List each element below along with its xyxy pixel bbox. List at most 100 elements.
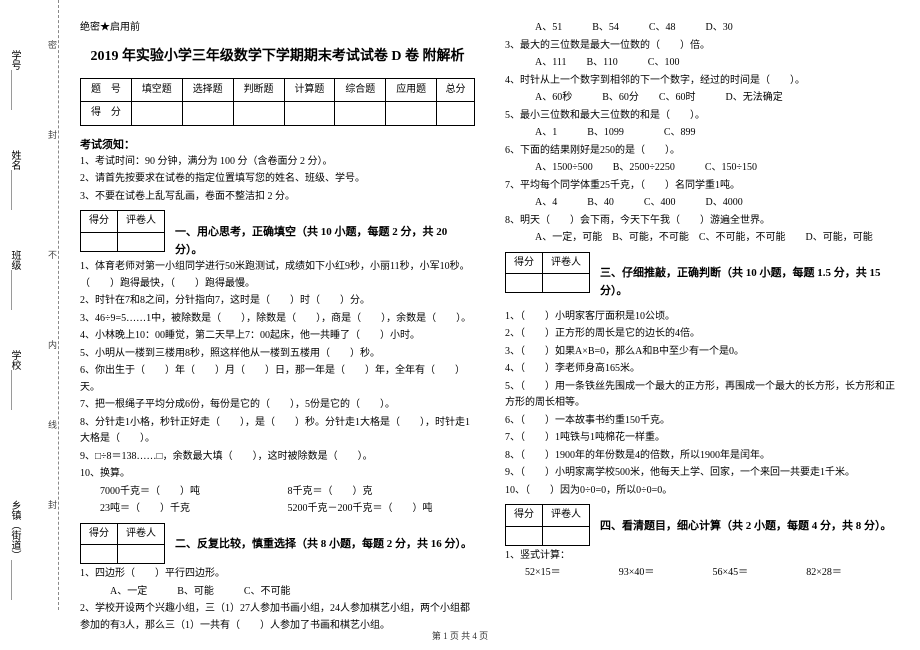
binding-column: 学号＿＿＿＿姓名＿＿＿＿班级＿＿＿＿学校＿＿＿＿乡镇（街道）＿＿＿＿密封不内线封 [0, 0, 70, 610]
choice-2-opts: A、51 B、54 C、48 D、30 [505, 20, 900, 37]
score-h7: 总分 [437, 78, 475, 102]
binding-mark: 线 [46, 420, 59, 429]
page-title: 2019 年实验小学三年级数学下学期期末考试试卷 D 卷 附解析 [80, 45, 475, 68]
section-3-title: 三、仔细推敲，正确判断（共 10 小题，每题 1.5 分，共 15 分）。 [600, 264, 900, 300]
judge-4: 4、（ ）李老师身高165米。 [505, 361, 900, 378]
judge-9: 9、（ ）小明家离学校500米，他每天上学、回家，一个来回一共要走1千米。 [505, 465, 900, 482]
fill-10-r0c0: 7000千克＝（ ）吨 [100, 484, 288, 501]
notice-3: 3、不要在试卷上乱写乱画，卷面不整洁扣 2 分。 [80, 189, 475, 206]
judge-1: 1、（ ）小明家客厅面积是10公顷。 [505, 309, 900, 326]
choice-3-opts: A、111 B、110 C、100 [505, 55, 900, 72]
score-header-row: 题 号 填空题 选择题 判断题 计算题 综合题 应用题 总分 [81, 78, 475, 102]
fill-5: 5、小明从一楼到三楼用8秒，照这样他从一楼到五楼用（ ）秒。 [80, 346, 475, 363]
score-h6: 应用题 [386, 78, 437, 102]
choice-4-opts: A、60秒 B、60分 C、60时 D、无法确定 [505, 90, 900, 107]
mini3-b2 [543, 274, 590, 293]
choice-1-opts: A、一定 B、可能 C、不可能 [80, 584, 475, 601]
choice-7-opts: A、4 B、40 C、400 D、4000 [505, 195, 900, 212]
notice-header: 考试须知： [80, 136, 475, 154]
score-v5 [335, 102, 386, 126]
binding-label: 学号＿＿＿＿ [8, 50, 20, 110]
binding-mark: 不 [46, 250, 59, 259]
mini4-c1: 得分 [506, 505, 543, 527]
mini1-b2 [118, 232, 165, 251]
mini3-b1 [506, 274, 543, 293]
fill-7: 7、把一根绳子平均分成6份，每份是它的（ ），5份是它的（ ）。 [80, 397, 475, 414]
right-column: A、51 B、54 C、48 D、30 3、最大的三位数是最大一位数的（ ）倍。… [505, 20, 900, 635]
mini1-b1 [81, 232, 118, 251]
choice-6-opts: A、1500÷500 B、2500÷2250 C、150÷150 [505, 160, 900, 177]
mini1-c1: 得分 [81, 211, 118, 233]
choice-6-q: 6、下面的结果刚好是250的是（ ）。 [505, 143, 900, 160]
mini2-b2 [118, 545, 165, 564]
mini3-c1: 得分 [506, 252, 543, 274]
mini4-c2: 评卷人 [543, 505, 590, 527]
mini2-c1: 得分 [81, 523, 118, 545]
calc-4: 82×28＝ [806, 565, 900, 582]
fill-10-r1c0: 23吨＝（ ）千克 [100, 501, 288, 518]
choice-1-q: 1、四边形（ ）平行四边形。 [80, 566, 475, 583]
score-h5: 综合题 [335, 78, 386, 102]
fill-6: 6、你出生于（ ）年（ ）月（ ）日，那一年是（ ）年，全年有（ ）天。 [80, 363, 475, 396]
score-v3 [233, 102, 284, 126]
binding-dashed-line [58, 0, 59, 610]
fill-2: 2、时针在7和8之间，分针指向7，这时是（ ）时（ ）分。 [80, 293, 475, 310]
judge-5: 5、（ ）用一条铁丝先围成一个最大的正方形，再围成一个最大的长方形，长方形和正方… [505, 379, 900, 412]
mini3-c2: 评卷人 [543, 252, 590, 274]
mini1-c2: 评卷人 [118, 211, 165, 233]
binding-label: 学校＿＿＿＿ [8, 350, 20, 410]
score-h1: 填空题 [131, 78, 182, 102]
choice-8-opts: A、一定，可能 B、可能，不可能 C、不可能，不可能 D、可能，可能 [505, 230, 900, 247]
mini4-b2 [543, 526, 590, 545]
score-row-label: 得 分 [81, 102, 132, 126]
binding-label: 班级＿＿＿＿ [8, 250, 20, 310]
section-4-title: 四、看清题目，细心计算（共 2 小题，每题 4 分，共 8 分）。 [600, 517, 892, 535]
notice-1: 1、考试时间：90 分钟，满分为 100 分（含卷面分 2 分）。 [80, 154, 475, 171]
left-column: 绝密★启用前 2019 年实验小学三年级数学下学期期末考试试卷 D 卷 附解析 … [80, 20, 475, 635]
binding-mark: 内 [46, 340, 59, 349]
judge-3: 3、（ ）如果A×B=0，那么A和B中至少有一个是0。 [505, 344, 900, 361]
fill-10-r0c1: 8千克＝（ ）克 [288, 484, 476, 501]
fill-9: 9、□÷8＝138……□，余数最大填（ ），这时被除数是（ ）。 [80, 449, 475, 466]
secret-label: 绝密★启用前 [80, 20, 475, 37]
calc-header: 1、竖式计算： [505, 548, 900, 565]
mini2-b1 [81, 545, 118, 564]
fill-8: 8、分针走1小格，秒针正好走（ ），是（ ）秒。分针走1大格是（ ），时针走1大… [80, 415, 475, 448]
choice-7-q: 7、平均每个同学体重25千克，（ ）名同学重1吨。 [505, 178, 900, 195]
mini-table-2: 得分评卷人 [80, 523, 165, 565]
binding-mark: 密 [46, 40, 59, 49]
fill-3: 3、46÷9=5……1中，被除数是（ ），除数是（ ），商是（ ），余数是（ ）… [80, 311, 475, 328]
mini-table-4: 得分评卷人 [505, 504, 590, 546]
calc-2: 93×40＝ [619, 565, 713, 582]
fill-4: 4、小林晚上10：00睡觉，第二天早上7：00起床，他一共睡了（ ）小时。 [80, 328, 475, 345]
score-h4: 计算题 [284, 78, 335, 102]
page-content: 绝密★启用前 2019 年实验小学三年级数学下学期期末考试试卷 D 卷 附解析 … [80, 20, 900, 635]
mini4-b1 [506, 526, 543, 545]
choice-4-q: 4、时针从上一个数字到相邻的下一个数字，经过的时间是（ ）。 [505, 73, 900, 90]
score-h2: 选择题 [182, 78, 233, 102]
judge-6: 6、（ ）一本故事书约重150千克。 [505, 413, 900, 430]
mini-table-3: 得分评卷人 [505, 252, 590, 294]
mini2-c2: 评卷人 [118, 523, 165, 545]
score-v1 [131, 102, 182, 126]
score-v7 [437, 102, 475, 126]
choice-8-q: 8、明天（ ）会下雨，今天下午我（ ）游遍全世界。 [505, 213, 900, 230]
score-h3: 判断题 [233, 78, 284, 102]
binding-label: 姓名＿＿＿＿ [8, 150, 20, 210]
score-v6 [386, 102, 437, 126]
notice-2: 2、请首先按要求在试卷的指定位置填写您的姓名、班级、学号。 [80, 171, 475, 188]
score-value-row: 得 分 [81, 102, 475, 126]
judge-2: 2、（ ）正方形的周长是它的边长的4倍。 [505, 326, 900, 343]
score-v4 [284, 102, 335, 126]
binding-mark: 封 [46, 500, 59, 509]
binding-label: 乡镇（街道）＿＿＿＿ [8, 500, 20, 600]
judge-7: 7、（ ）1吨铁与1吨棉花一样重。 [505, 430, 900, 447]
mini-table-1: 得分评卷人 [80, 210, 165, 252]
calc-1: 52×15＝ [525, 565, 619, 582]
choice-5-q: 5、最小三位数和最大三位数的和是（ ）。 [505, 108, 900, 125]
fill-10-r1c1: 5200千克－200千克＝（ ）吨 [288, 501, 476, 518]
binding-mark: 封 [46, 130, 59, 139]
fill-1: 1、体育老师对第一小组同学进行50米跑测试，成绩如下小红9秒，小丽11秒，小军1… [80, 259, 475, 292]
section-2-title: 二、反复比较，慎重选择（共 8 小题，每题 2 分，共 16 分）。 [175, 535, 472, 553]
score-table: 题 号 填空题 选择题 判断题 计算题 综合题 应用题 总分 得 分 [80, 78, 475, 126]
